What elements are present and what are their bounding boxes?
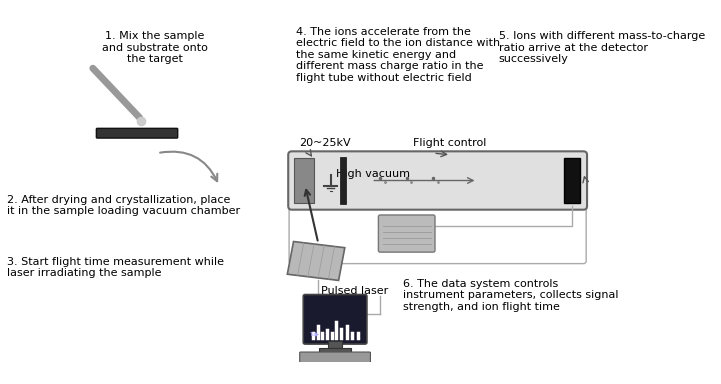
Polygon shape (288, 242, 345, 280)
Bar (564, 159, 580, 203)
Text: Pulsed laser: Pulsed laser (321, 286, 388, 296)
FancyBboxPatch shape (97, 128, 177, 138)
Bar (328, 341, 342, 349)
Text: Tu▶: Tu▶ (309, 331, 319, 336)
Text: 2. After drying and crystallization, place
it in the sample loading vacuum chamb: 2. After drying and crystallization, pla… (7, 195, 240, 216)
FancyBboxPatch shape (304, 295, 367, 344)
FancyBboxPatch shape (300, 352, 371, 362)
Text: Flight control: Flight control (413, 138, 486, 148)
FancyBboxPatch shape (288, 151, 587, 210)
FancyBboxPatch shape (379, 215, 435, 252)
Bar (294, 157, 314, 204)
Bar (319, 348, 351, 353)
Text: 3. Start flight time measurement while
laser irradiating the sample: 3. Start flight time measurement while l… (7, 257, 224, 278)
Text: 20~25kV: 20~25kV (298, 138, 350, 148)
Text: 1. Mix the sample
and substrate onto
the target: 1. Mix the sample and substrate onto the… (102, 31, 208, 64)
Text: 4. The ions accelerate from the
electric field to the ion distance with
the same: 4. The ions accelerate from the electric… (296, 26, 500, 83)
Text: High vacuum: High vacuum (336, 169, 410, 179)
Text: 6. The data system controls
instrument parameters, collects signal
strength, and: 6. The data system controls instrument p… (403, 279, 619, 312)
FancyArrowPatch shape (160, 152, 217, 181)
Text: 5. Ions with different mass-to-charge
ratio arrive at the detector
successively: 5. Ions with different mass-to-charge ra… (499, 31, 705, 64)
Bar (340, 157, 345, 204)
